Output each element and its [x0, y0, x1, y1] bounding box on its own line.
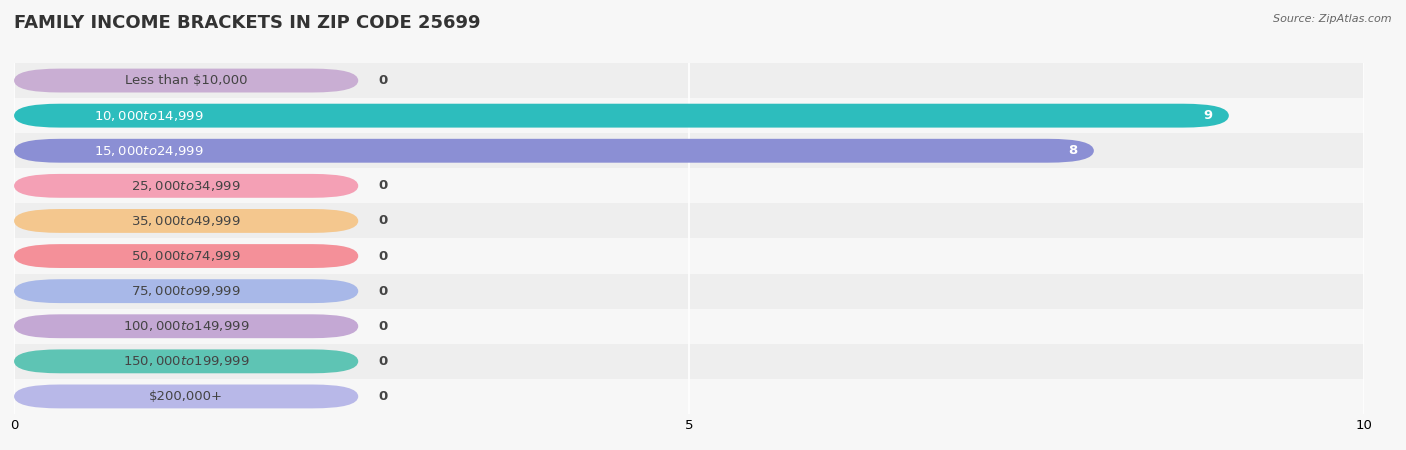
- Text: 0: 0: [378, 215, 388, 227]
- Bar: [14, 98, 1364, 133]
- Text: 0: 0: [378, 390, 388, 403]
- Bar: [14, 203, 1364, 238]
- FancyBboxPatch shape: [14, 244, 359, 268]
- FancyBboxPatch shape: [14, 68, 359, 93]
- FancyBboxPatch shape: [14, 314, 359, 338]
- Text: 8: 8: [1069, 144, 1077, 157]
- Text: Less than $10,000: Less than $10,000: [125, 74, 247, 87]
- Text: Source: ZipAtlas.com: Source: ZipAtlas.com: [1274, 14, 1392, 23]
- Text: $15,000 to $24,999: $15,000 to $24,999: [94, 144, 204, 158]
- FancyBboxPatch shape: [14, 174, 359, 198]
- Bar: [14, 274, 1364, 309]
- Bar: [14, 344, 1364, 379]
- FancyBboxPatch shape: [14, 349, 359, 373]
- Text: 0: 0: [378, 320, 388, 333]
- Text: $200,000+: $200,000+: [149, 390, 224, 403]
- Text: 9: 9: [1204, 109, 1212, 122]
- FancyBboxPatch shape: [14, 279, 359, 303]
- Text: $50,000 to $74,999: $50,000 to $74,999: [131, 249, 240, 263]
- Text: $25,000 to $34,999: $25,000 to $34,999: [131, 179, 240, 193]
- FancyBboxPatch shape: [14, 384, 359, 409]
- Bar: [14, 309, 1364, 344]
- Text: $150,000 to $199,999: $150,000 to $199,999: [122, 354, 249, 369]
- FancyBboxPatch shape: [14, 104, 1229, 128]
- FancyBboxPatch shape: [14, 209, 359, 233]
- FancyBboxPatch shape: [14, 139, 1094, 163]
- Bar: [14, 238, 1364, 274]
- Text: $35,000 to $49,999: $35,000 to $49,999: [131, 214, 240, 228]
- Bar: [14, 168, 1364, 203]
- Text: $100,000 to $149,999: $100,000 to $149,999: [122, 319, 249, 333]
- Bar: [14, 379, 1364, 414]
- Text: $10,000 to $14,999: $10,000 to $14,999: [94, 108, 204, 123]
- Text: 0: 0: [378, 285, 388, 297]
- Text: FAMILY INCOME BRACKETS IN ZIP CODE 25699: FAMILY INCOME BRACKETS IN ZIP CODE 25699: [14, 14, 481, 32]
- Bar: [14, 63, 1364, 98]
- Text: 0: 0: [378, 250, 388, 262]
- Text: 0: 0: [378, 74, 388, 87]
- Text: 0: 0: [378, 180, 388, 192]
- Text: $75,000 to $99,999: $75,000 to $99,999: [131, 284, 240, 298]
- Text: 0: 0: [378, 355, 388, 368]
- Bar: [14, 133, 1364, 168]
